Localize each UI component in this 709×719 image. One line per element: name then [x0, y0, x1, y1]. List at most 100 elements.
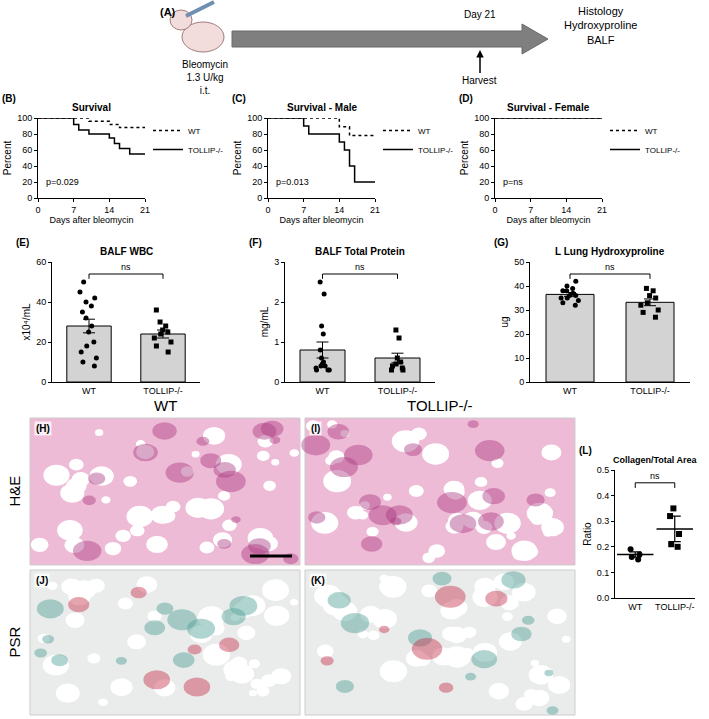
svg-text:0.5: 0.5	[597, 465, 610, 475]
svg-text:ns: ns	[605, 262, 615, 272]
svg-text:40: 40	[36, 297, 46, 307]
svg-text:TOLLIP-/-: TOLLIP-/-	[188, 146, 223, 155]
svg-text:Ratio: Ratio	[582, 522, 593, 546]
svg-text:WT: WT	[563, 386, 577, 396]
svg-text:(C): (C)	[232, 93, 246, 104]
svg-text:HistologyHydroxyprolineBALF: HistologyHydroxyprolineBALF	[564, 5, 637, 46]
svg-text:20: 20	[22, 177, 32, 187]
svg-text:WT: WT	[316, 386, 330, 396]
svg-text:21: 21	[370, 205, 380, 215]
svg-text:1: 1	[274, 337, 279, 347]
svg-text:80: 80	[479, 129, 489, 139]
svg-text:2: 2	[274, 297, 279, 307]
svg-text:0: 0	[519, 377, 524, 387]
svg-text:p=ns: p=ns	[503, 177, 523, 187]
svg-text:80: 80	[22, 129, 32, 139]
svg-text:x10⁴/mL: x10⁴/mL	[21, 303, 32, 341]
svg-text:80: 80	[252, 129, 262, 139]
svg-text:Collagen/Total Area: Collagen/Total Area	[613, 455, 698, 465]
svg-text:30: 30	[514, 305, 524, 315]
svg-text:100: 100	[474, 113, 489, 123]
svg-text:WT: WT	[188, 127, 201, 136]
svg-text:14: 14	[104, 205, 114, 215]
svg-text:60: 60	[36, 257, 46, 267]
svg-text:TOLLIP-/-: TOLLIP-/-	[655, 602, 694, 612]
svg-text:BALF WBC: BALF WBC	[100, 246, 153, 257]
svg-text:H&E: H&E	[6, 476, 23, 507]
svg-text:L Lung Hydroxyproline: L Lung Hydroxyproline	[555, 246, 665, 257]
svg-text:20: 20	[252, 177, 262, 187]
svg-text:0: 0	[41, 377, 46, 387]
svg-text:40: 40	[479, 161, 489, 171]
svg-text:Percent: Percent	[232, 141, 243, 176]
svg-text:60: 60	[22, 145, 32, 155]
svg-text:(E): (E)	[16, 237, 29, 248]
svg-text:TOLLIP-/-: TOLLIP-/-	[418, 146, 453, 155]
svg-text:20: 20	[514, 329, 524, 339]
svg-text:60: 60	[479, 145, 489, 155]
svg-text:(J): (J)	[36, 575, 48, 586]
svg-text:Harvest: Harvest	[462, 75, 497, 86]
svg-text:WT: WT	[628, 602, 642, 612]
svg-text:60: 60	[252, 145, 262, 155]
svg-text:TOLLIP-/-: TOLLIP-/-	[407, 397, 473, 414]
svg-text:100: 100	[17, 113, 32, 123]
svg-text:PSR: PSR	[6, 626, 23, 657]
svg-text:Days after bleomycin: Days after bleomycin	[506, 215, 590, 225]
svg-text:Bleomycin1.3 U/kgi.t.: Bleomycin1.3 U/kgi.t.	[182, 59, 228, 96]
svg-text:Survival: Survival	[72, 102, 111, 113]
svg-text:Percent: Percent	[459, 141, 470, 176]
svg-text:100: 100	[247, 113, 262, 123]
svg-text:20: 20	[479, 177, 489, 187]
svg-text:WT: WT	[418, 127, 431, 136]
svg-text:(K): (K)	[311, 575, 325, 586]
svg-text:WT: WT	[645, 127, 658, 136]
svg-text:0: 0	[27, 193, 32, 203]
svg-text:(G): (G)	[494, 237, 508, 248]
svg-text:7: 7	[71, 205, 76, 215]
svg-text:TOLLIP-/-: TOLLIP-/-	[143, 386, 182, 396]
svg-text:(A): (A)	[160, 6, 176, 18]
svg-text:ug: ug	[499, 316, 510, 327]
svg-text:WT: WT	[154, 397, 177, 414]
svg-text:21: 21	[597, 205, 607, 215]
svg-text:Survival - Male: Survival - Male	[287, 102, 357, 113]
svg-text:0: 0	[257, 193, 262, 203]
svg-text:0: 0	[274, 377, 279, 387]
svg-text:WT: WT	[82, 386, 96, 396]
svg-text:Survival - Female: Survival - Female	[507, 102, 590, 113]
svg-text:Days after bleomycin: Days after bleomycin	[49, 215, 133, 225]
svg-text:50: 50	[514, 257, 524, 267]
svg-text:Percent: Percent	[2, 141, 13, 176]
svg-text:p=0.013: p=0.013	[276, 177, 309, 187]
svg-text:40: 40	[252, 161, 262, 171]
svg-text:0.3: 0.3	[597, 516, 610, 526]
svg-text:0.0: 0.0	[597, 593, 610, 603]
svg-text:BALF Total Protein: BALF Total Protein	[315, 246, 405, 257]
svg-text:0.4: 0.4	[597, 491, 610, 501]
svg-text:(B): (B)	[2, 93, 16, 104]
svg-text:0: 0	[35, 205, 40, 215]
svg-text:21: 21	[140, 205, 150, 215]
svg-text:(I): (I)	[311, 423, 320, 434]
svg-text:0: 0	[492, 205, 497, 215]
svg-text:TOLLIP-/-: TOLLIP-/-	[630, 386, 669, 396]
svg-text:10: 10	[514, 353, 524, 363]
svg-text:0.1: 0.1	[597, 568, 610, 578]
svg-text:ns: ns	[650, 471, 660, 481]
svg-text:14: 14	[334, 205, 344, 215]
svg-text:mg/mL: mg/mL	[259, 306, 270, 337]
svg-text:(F): (F)	[249, 237, 262, 248]
svg-text:p=0.029: p=0.029	[46, 177, 79, 187]
svg-text:0.2: 0.2	[597, 542, 610, 552]
svg-text:14: 14	[561, 205, 571, 215]
svg-text:0: 0	[484, 193, 489, 203]
svg-text:Day 21: Day 21	[464, 9, 496, 20]
svg-text:Days after bleomycin: Days after bleomycin	[279, 215, 363, 225]
svg-text:0: 0	[265, 205, 270, 215]
svg-text:40: 40	[22, 161, 32, 171]
svg-text:TOLLIP-/-: TOLLIP-/-	[645, 146, 680, 155]
svg-text:40: 40	[514, 281, 524, 291]
svg-text:TOLLIP-/-: TOLLIP-/-	[378, 386, 417, 396]
svg-text:(L): (L)	[579, 445, 592, 456]
